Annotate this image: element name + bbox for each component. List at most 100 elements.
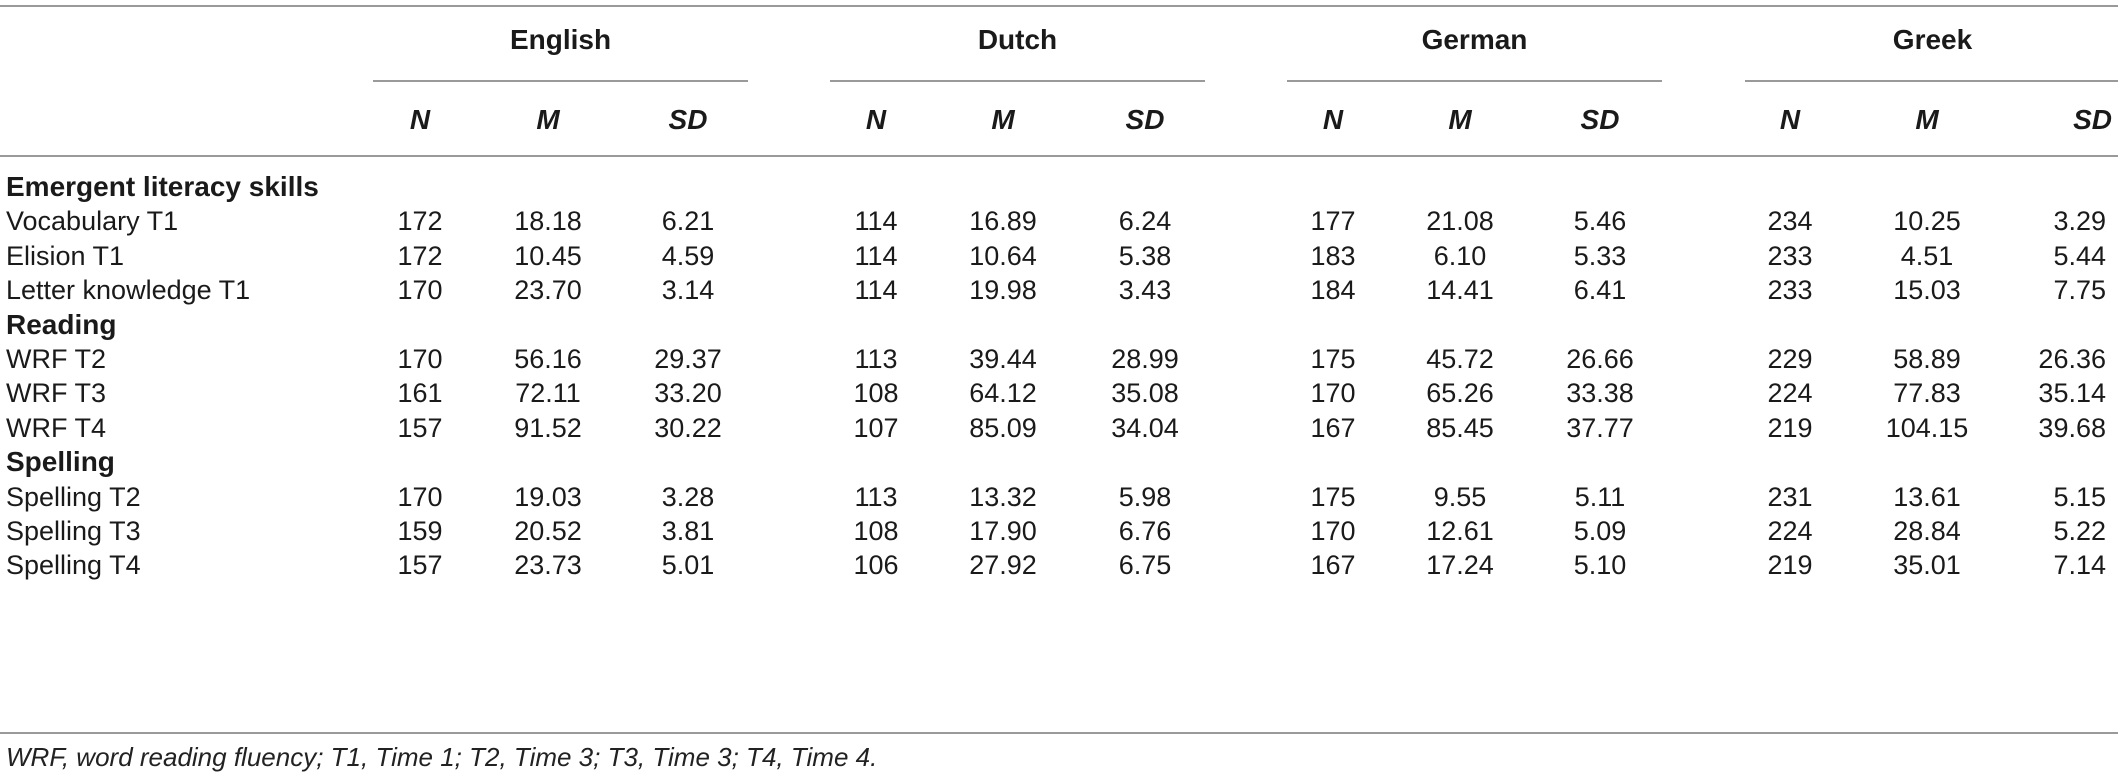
table-cell: 5.11	[1574, 481, 1626, 512]
table-cell: 114	[854, 206, 898, 237]
row-label: Vocabulary T1	[6, 206, 179, 237]
table-cell: 6.75	[1118, 550, 1172, 581]
table-cell: 224	[1767, 378, 1813, 409]
section-header: Spelling	[6, 446, 115, 478]
table-cell: 5.33	[1573, 240, 1627, 271]
table-cell: 6.41	[1573, 275, 1627, 306]
table-cell: 234	[1767, 206, 1813, 237]
table-cell: 3.43	[1118, 275, 1172, 306]
language-header: Greek	[1892, 24, 1973, 55]
table-cell: 233	[1767, 240, 1813, 271]
table-cell: 170	[1310, 378, 1356, 409]
row-label: WRF T3	[6, 378, 106, 409]
table-cell: 28.99	[1111, 344, 1179, 374]
table-cell: 19.98	[969, 275, 1037, 306]
table-cell: 114	[854, 240, 898, 271]
table-cell: 26.66	[1566, 344, 1634, 374]
column-header: N	[865, 104, 887, 135]
table-cell: 13.61	[1893, 481, 1961, 512]
table-cell: 35.14	[2038, 378, 2106, 409]
table-cell: 184	[1310, 275, 1356, 306]
table-cell: 3.29	[2053, 206, 2106, 237]
table-cell: 58.89	[1893, 344, 1961, 374]
table-cell: 35.01	[1893, 550, 1961, 581]
language-header: English	[509, 24, 612, 55]
table-cell: 26.36	[2038, 344, 2106, 374]
table-cell: 91.52	[514, 412, 582, 443]
table-cell: 64.12	[969, 378, 1037, 409]
table-cell: 229	[1767, 344, 1813, 374]
table-cell: 157	[397, 550, 443, 581]
table-cell: 5.98	[1118, 481, 1172, 512]
table-cell: 18.18	[514, 206, 582, 237]
table-cell: 108	[853, 516, 899, 546]
table-cell: 177	[1310, 206, 1356, 237]
language-header: German	[1421, 24, 1528, 55]
table-cell: 5.44	[2053, 240, 2106, 271]
table-cell: 16.89	[969, 206, 1037, 237]
table-cell: 5.22	[2053, 516, 2106, 546]
column-header: M	[1448, 104, 1472, 135]
table-cell: 19.03	[514, 481, 582, 512]
table-cell: 219	[1767, 412, 1813, 443]
table-cell: 10.64	[969, 240, 1037, 271]
table-cell: 183	[1310, 240, 1356, 271]
table-cell: 65.26	[1426, 378, 1494, 409]
row-label: Spelling T4	[6, 550, 141, 581]
table-cell: 233	[1767, 275, 1813, 306]
table-cell: 5.38	[1118, 240, 1172, 271]
table-bottom-rule	[0, 732, 2118, 734]
table-cell: 114	[854, 275, 898, 306]
table-cell: 56.16	[514, 344, 582, 374]
table-cell: 6.24	[1118, 206, 1172, 237]
column-header: M	[536, 104, 560, 135]
row-label: WRF T4	[6, 412, 106, 443]
language-header-rule	[373, 80, 748, 82]
table-cell: 6.10	[1433, 240, 1487, 271]
table-cell: 3.28	[661, 481, 715, 512]
table-cell: 175	[1310, 344, 1356, 374]
table-cell: 5.09	[1573, 516, 1627, 546]
table-cell: 39.44	[969, 344, 1037, 374]
table-cell: 21.08	[1426, 206, 1494, 237]
column-header: M	[991, 104, 1015, 135]
table-cell: 3.14	[661, 275, 715, 306]
table-cell: 170	[397, 275, 443, 306]
table-cell: 9.55	[1433, 481, 1487, 512]
section-header: Reading	[6, 308, 117, 340]
table-top-rule	[0, 5, 2118, 7]
table-footnote: WRF, word reading fluency; T1, Time 1; T…	[6, 742, 878, 772]
table-cell: 170	[397, 344, 443, 374]
row-label: Letter knowledge T1	[6, 275, 251, 306]
table-cell: 45.72	[1426, 344, 1494, 374]
table-cell: 34.04	[1111, 412, 1179, 443]
table-cell: 39.68	[2038, 412, 2106, 443]
table-cell: 113	[854, 344, 898, 374]
table-cell: 85.09	[969, 412, 1037, 443]
table-cell: 161	[397, 378, 443, 409]
table-cell: 72.11	[515, 378, 581, 409]
table-cell: 5.10	[1573, 550, 1627, 581]
table-cell: 20.52	[514, 516, 582, 546]
table-cell: 28.84	[1893, 516, 1961, 546]
table-cell: 37.77	[1566, 412, 1634, 443]
column-header: M	[1915, 104, 1939, 135]
table-cell: 10.45	[514, 240, 582, 271]
table-cell: 4.51	[1900, 240, 1954, 271]
section-header: Emergent literacy skills	[6, 171, 319, 202]
table-cell: 33.20	[654, 378, 722, 409]
table-cell: 17.24	[1426, 550, 1494, 581]
table-cell: 27.92	[969, 550, 1037, 581]
table-cell: 15.03	[1893, 275, 1961, 306]
table-cell: 159	[397, 516, 443, 546]
table-cell: 12.61	[1426, 516, 1494, 546]
table-cell: 13.32	[969, 481, 1037, 512]
table-cell: 107	[853, 412, 899, 443]
table-cell: 23.70	[514, 275, 582, 306]
column-header: N	[409, 104, 431, 135]
row-label: WRF T2	[6, 344, 106, 374]
table-cell: 3.81	[661, 516, 715, 546]
table-cell: 10.25	[1893, 206, 1961, 237]
table-cell: 5.15	[2053, 481, 2106, 512]
table-cell: 106	[853, 550, 899, 581]
